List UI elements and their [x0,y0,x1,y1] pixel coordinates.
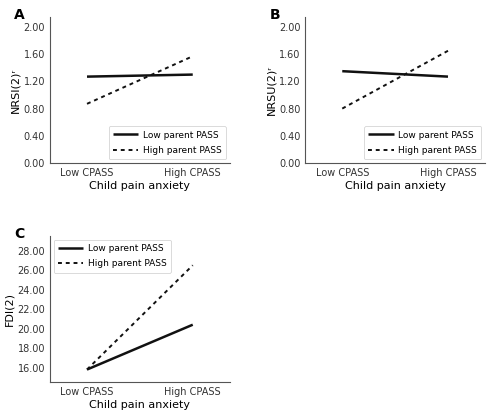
Line: Low parent PASS: Low parent PASS [87,325,192,370]
High parent PASS [190,54,196,59]
Legend: Low parent PASS, High parent PASS: Low parent PASS, High parent PASS [364,126,482,159]
Y-axis label: FDI(2): FDI(2) [4,292,15,326]
Legend: Low parent PASS, High parent PASS: Low parent PASS, High parent PASS [54,240,171,273]
Line: High parent PASS: High parent PASS [342,51,448,109]
Low parent PASS [190,72,196,77]
Y-axis label: NRSI(2)ʳ: NRSI(2)ʳ [11,67,21,113]
X-axis label: Child pain anxiety: Child pain anxiety [344,181,446,191]
High parent PASS [84,367,90,372]
X-axis label: Child pain anxiety: Child pain anxiety [90,181,190,191]
Text: B: B [270,8,280,22]
High parent PASS [84,101,90,106]
Line: High parent PASS: High parent PASS [87,56,192,104]
High parent PASS [190,263,196,268]
Legend: Low parent PASS, High parent PASS: Low parent PASS, High parent PASS [108,126,226,159]
Y-axis label: NRSU(2)ʳ: NRSU(2)ʳ [266,65,276,115]
X-axis label: Child pain anxiety: Child pain anxiety [90,400,190,410]
High parent PASS [445,48,451,53]
Line: Low parent PASS: Low parent PASS [342,71,448,76]
Text: A: A [14,8,25,22]
Low parent PASS [340,68,345,74]
Low parent PASS [84,367,90,372]
Text: C: C [14,227,24,241]
Low parent PASS [84,74,90,79]
Low parent PASS [445,74,451,79]
Line: High parent PASS: High parent PASS [87,265,192,370]
High parent PASS [340,106,345,111]
Low parent PASS [190,322,196,327]
Line: Low parent PASS: Low parent PASS [87,75,192,76]
